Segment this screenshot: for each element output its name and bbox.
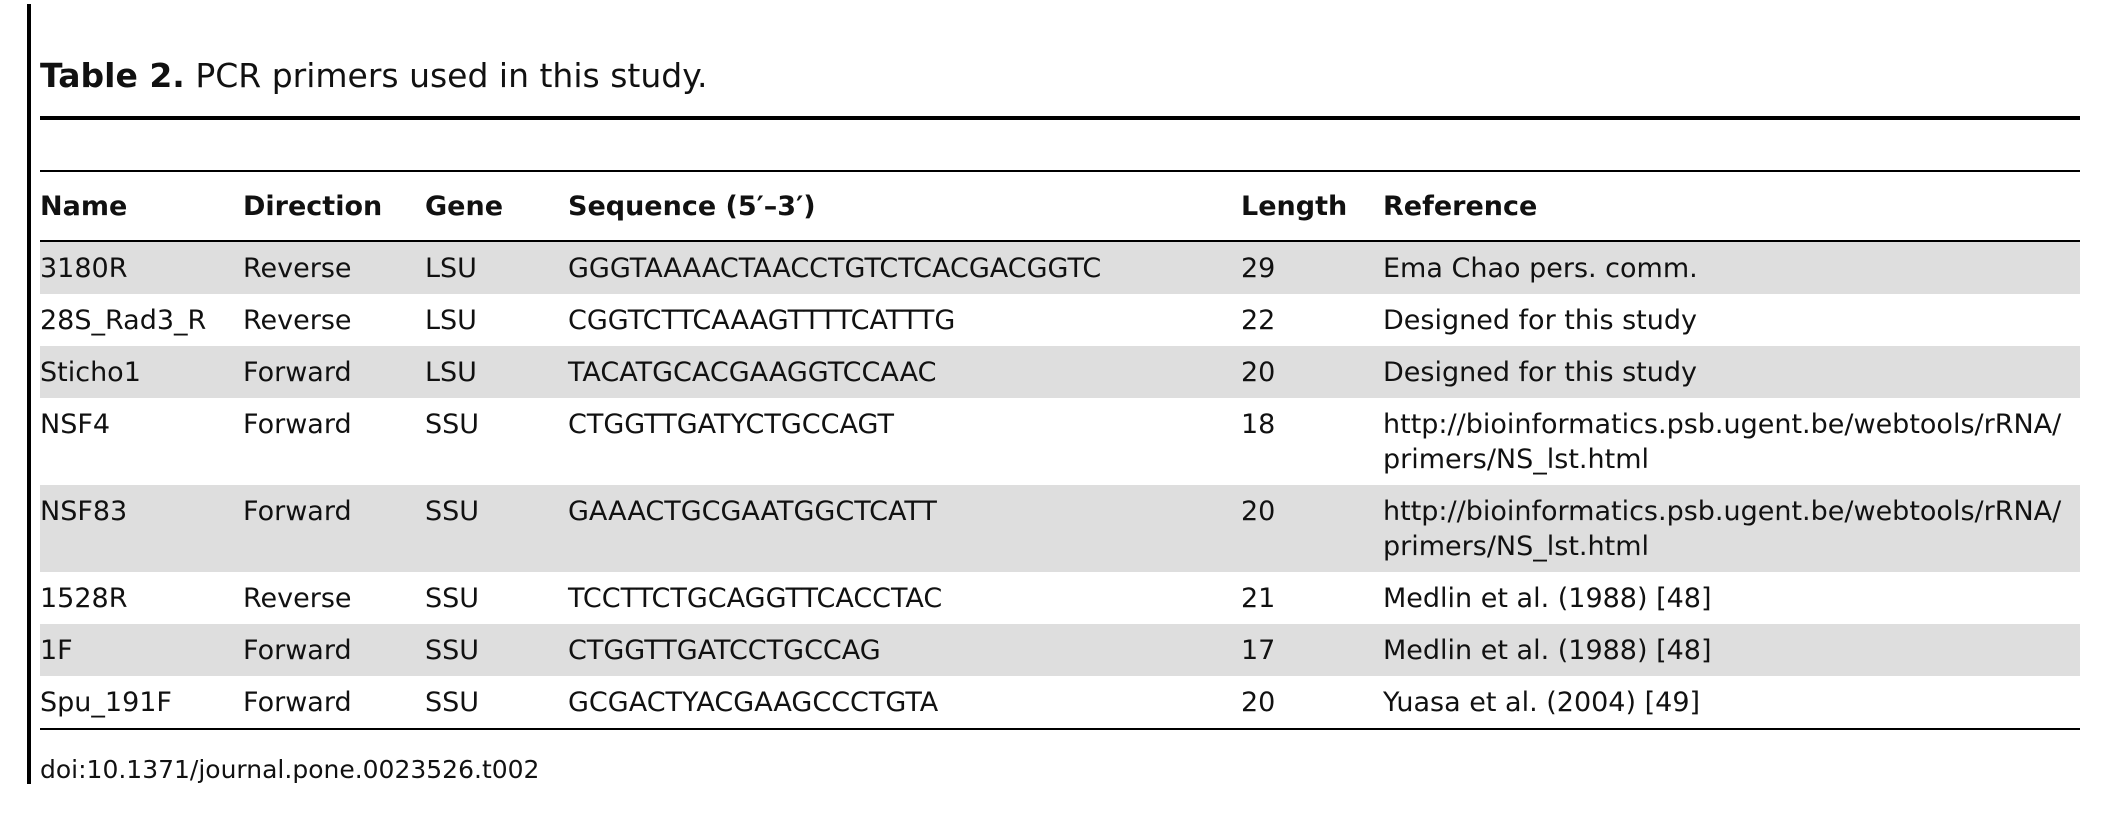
table-top-rule	[40, 170, 2080, 172]
cell-name: 1528R	[40, 583, 128, 614]
cell-length: 20	[1241, 676, 1383, 730]
cell-reference: Ema Chao pers. comm.	[1383, 241, 2080, 294]
cell-direction: Forward	[243, 485, 425, 572]
cell-name: Sticho1	[40, 346, 243, 398]
cell-sequence: CTGGTTGATCCTGCCAG	[568, 624, 1241, 676]
cell-direction: Forward	[243, 346, 425, 398]
cell-length: 20	[1241, 346, 1383, 398]
doi-footer[interactable]: doi:10.1371/journal.pone.0023526.t002	[40, 755, 540, 784]
cell-length: 17	[1241, 624, 1383, 676]
cell-length: 21	[1241, 583, 1276, 614]
table-header: Name Direction Gene Sequence (5′–3′) Len…	[40, 172, 2080, 242]
cell-name: 3180R	[40, 241, 243, 294]
table-caption-label: Table 2.	[40, 56, 185, 95]
cell-direction: Reverse	[243, 583, 352, 614]
header-row: Name Direction Gene Sequence (5′–3′) Len…	[40, 172, 2080, 242]
column-header-direction: Direction	[243, 172, 425, 242]
cell-sequence: TACATGCACGAAGGTCCAAC	[568, 346, 1241, 398]
cell-reference-link[interactable]: http://bioinformatics.psb.ugent.be/webto…	[1383, 409, 2062, 475]
cell-length: 20	[1241, 485, 1383, 572]
column-header-gene: Gene	[425, 172, 568, 242]
table-row: Spu_191F Forward SSU GCGACTYACGAAGCCCTGT…	[40, 676, 2080, 730]
cell-sequence: CGGTCTTCAAAGTTTTCATTTG	[568, 305, 956, 336]
cell-gene: SSU	[425, 485, 568, 572]
cell-name: NSF4	[40, 409, 111, 440]
primer-table: Name Direction Gene Sequence (5′–3′) Len…	[40, 172, 2080, 730]
cell-reference: Yuasa et al. (2004) [49]	[1383, 676, 2080, 730]
cell-name: 1F	[40, 624, 243, 676]
cell-direction: Forward	[243, 676, 425, 730]
cell-reference-link[interactable]: http://bioinformatics.psb.ugent.be/webto…	[1383, 485, 2080, 572]
cell-sequence: GAAACTGCGAATGGCTCATT	[568, 485, 1241, 572]
table-row: 28S_Rad3_R Reverse LSU CGGTCTTCAAAGTTTTC…	[40, 294, 2080, 346]
cell-sequence: GGGTAAAACTAACCTGTCTCACGACGGTC	[568, 241, 1241, 294]
cell-direction: Reverse	[243, 241, 425, 294]
cell-gene: LSU	[425, 241, 568, 294]
cell-sequence: TCCTTCTGCAGGTTCACCTAC	[568, 583, 943, 614]
table-row: 1528R Reverse SSU TCCTTCTGCAGGTTCACCTAC …	[40, 572, 2080, 624]
table-body: 3180R Reverse LSU GGGTAAAACTAACCTGTCTCAC…	[40, 241, 2080, 730]
cell-direction: Reverse	[243, 305, 352, 336]
table-row: NSF4 Forward SSU CTGGTTGATYCTGCCAGT 18 h…	[40, 398, 2080, 485]
column-header-name: Name	[40, 172, 243, 242]
cell-gene: LSU	[425, 346, 568, 398]
table-row: Sticho1 Forward LSU TACATGCACGAAGGTCCAAC…	[40, 346, 2080, 398]
cell-name: 28S_Rad3_R	[40, 305, 207, 336]
left-margin-rule	[27, 4, 31, 784]
cell-gene: SSU	[425, 409, 480, 440]
column-header-reference: Reference	[1383, 172, 2080, 242]
cell-gene: LSU	[425, 305, 477, 336]
cell-length: 29	[1241, 241, 1383, 294]
cell-length: 18	[1241, 409, 1276, 440]
table-row: NSF83 Forward SSU GAAACTGCGAATGGCTCATT 2…	[40, 485, 2080, 572]
cell-name: Spu_191F	[40, 676, 243, 730]
table-caption: Table 2. PCR primers used in this study.	[40, 56, 708, 96]
cell-reference: Designed for this study	[1383, 346, 2080, 398]
cell-sequence: CTGGTTGATYCTGCCAGT	[568, 409, 894, 440]
cell-gene: SSU	[425, 624, 568, 676]
cell-reference: Medlin et al. (1988) [48]	[1383, 583, 1712, 614]
cell-name: NSF83	[40, 485, 243, 572]
cell-length: 22	[1241, 305, 1276, 336]
cell-reference: Designed for this study	[1383, 305, 1697, 336]
column-header-sequence: Sequence (5′–3′)	[568, 172, 1241, 242]
cell-sequence: GCGACTYACGAAGCCCTGTA	[568, 676, 1241, 730]
table-row: 1F Forward SSU CTGGTTGATCCTGCCAG 17 Medl…	[40, 624, 2080, 676]
cell-direction: Forward	[243, 409, 352, 440]
cell-direction: Forward	[243, 624, 425, 676]
cell-reference: Medlin et al. (1988) [48]	[1383, 624, 2080, 676]
cell-gene: SSU	[425, 583, 480, 614]
caption-divider	[40, 116, 2080, 120]
cell-gene: SSU	[425, 676, 568, 730]
table-row: 3180R Reverse LSU GGGTAAAACTAACCTGTCTCAC…	[40, 241, 2080, 294]
table-caption-text: PCR primers used in this study.	[195, 56, 708, 95]
column-header-length: Length	[1241, 172, 1383, 242]
